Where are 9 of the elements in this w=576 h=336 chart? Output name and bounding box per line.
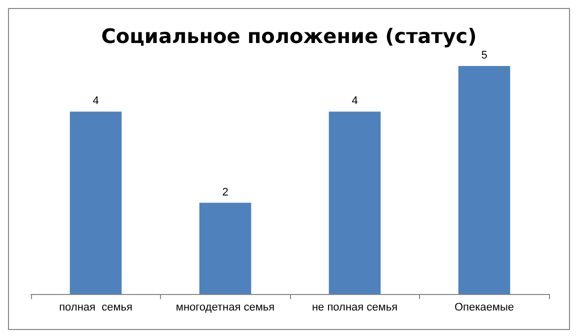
data-label: 2 — [222, 186, 228, 198]
x-tick-label: многодетная семья — [176, 302, 275, 314]
data-label: 4 — [92, 95, 99, 108]
data-label: 5 — [481, 50, 488, 62]
x-tick-label: полная семья — [59, 302, 132, 314]
data-label: 4 — [352, 95, 358, 108]
x-tick-label: Опекаемые — [454, 302, 514, 314]
x-tick-label: не полная семья — [312, 302, 398, 314]
chart-title: Социальное положение (статус) — [101, 24, 477, 48]
